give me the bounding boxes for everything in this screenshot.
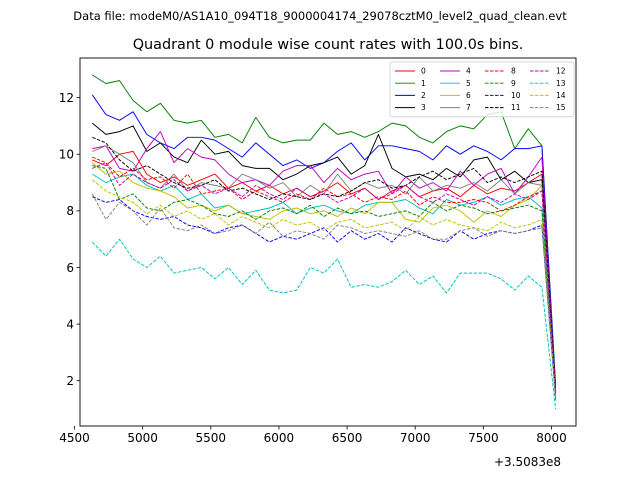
x-tick-label: 6500 [332, 431, 363, 445]
series-line-6 [91, 162, 557, 395]
x-tick-label: 6000 [264, 431, 295, 445]
y-axis-ticks: 2 4 6 8 10 12 [59, 91, 80, 388]
y-tick-label: 4 [66, 317, 74, 331]
y-tick-label: 12 [59, 91, 74, 105]
legend-label-7: 7 [466, 103, 471, 112]
x-tick-label: 5000 [127, 431, 158, 445]
data-file-label: Data file: modeM0/AS1A10_094T18_90000041… [73, 9, 567, 23]
legend-label-0: 0 [421, 67, 426, 76]
legend-box [389, 61, 575, 118]
x-tick-label: 7000 [400, 431, 431, 445]
legend-label-9: 9 [511, 79, 516, 88]
y-tick-label: 6 [66, 261, 74, 275]
legend-label-14: 14 [556, 91, 566, 100]
plot-area [79, 57, 577, 427]
legend-label-8: 8 [511, 67, 516, 76]
chart-title: Quadrant 0 module wise count rates with … [133, 37, 524, 53]
series-line-9 [92, 165, 557, 395]
legend-label-1: 1 [421, 79, 426, 88]
series-line-10 [92, 196, 557, 398]
y-tick-label: 2 [66, 374, 74, 388]
legend-label-11: 11 [511, 103, 521, 112]
x-tick-label: 7500 [468, 431, 499, 445]
series-line-1 [92, 74, 557, 384]
x-axis-offset-label: +3.5083e8 [494, 455, 561, 469]
legend-label-3: 3 [421, 103, 426, 112]
legend-label-15: 15 [556, 103, 566, 112]
series-line-12 [92, 162, 557, 395]
legend-label-4: 4 [466, 67, 471, 76]
series-line-14 [91, 179, 557, 398]
series-line-8 [92, 156, 557, 393]
legend-label-10: 10 [511, 91, 521, 100]
legend-label-5: 5 [466, 79, 471, 88]
legend-label-12: 12 [556, 67, 566, 76]
legend-label-2: 2 [421, 91, 426, 100]
series-line-4 [92, 131, 557, 393]
y-tick-label: 8 [66, 204, 74, 218]
x-tick-label: 8000 [536, 431, 567, 445]
legend-label-6: 6 [466, 91, 471, 100]
x-axis-ticks: 4500 5000 5500 6000 6500 7000 7500 8000 [59, 426, 567, 445]
x-tick-label: 4500 [59, 431, 90, 445]
series-line-15 [91, 193, 557, 401]
x-tick-label: 5500 [196, 431, 227, 445]
y-tick-label: 10 [59, 148, 74, 162]
legend-label-13: 13 [556, 79, 566, 88]
axes-frame [79, 57, 577, 427]
series-layer [91, 74, 557, 410]
